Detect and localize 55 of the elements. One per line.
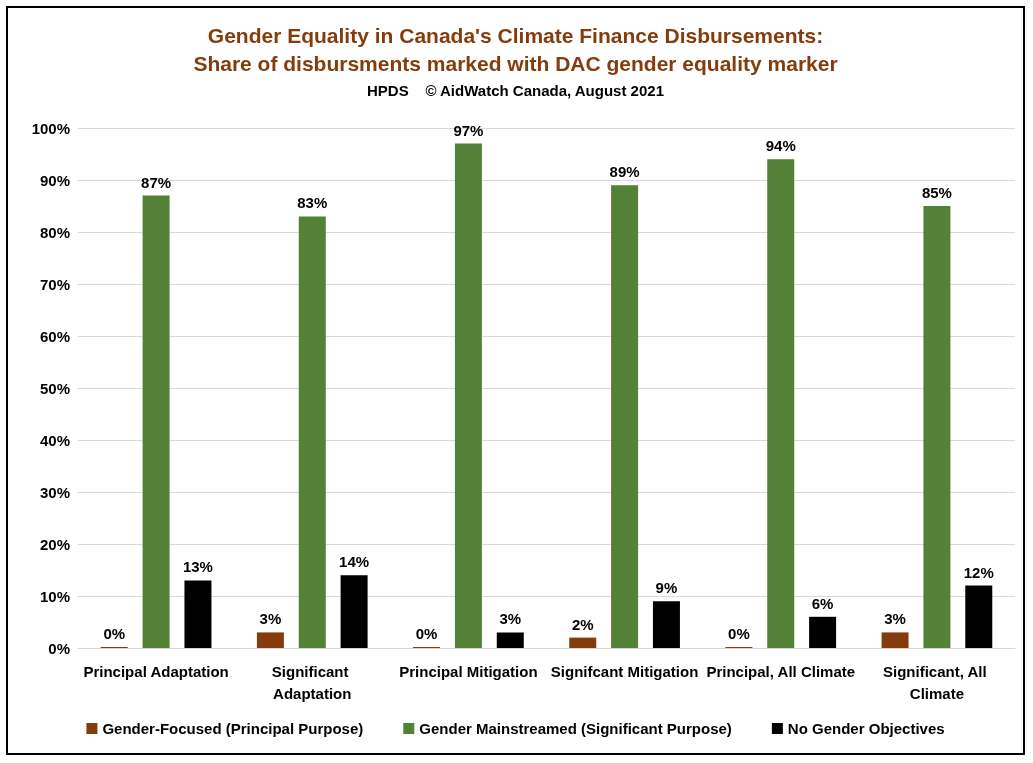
data-label: 13% bbox=[182, 558, 213, 576]
y-tick-label: 100% bbox=[31, 119, 70, 137]
x-tick-label: Principal Mitigation bbox=[399, 662, 538, 680]
data-label: 3% bbox=[499, 610, 522, 628]
legend-label: No Gender Objectives bbox=[787, 720, 945, 737]
data-label: 0% bbox=[103, 625, 126, 642]
data-label: 89% bbox=[609, 163, 640, 181]
bar bbox=[298, 216, 326, 648]
y-tick-label: 70% bbox=[39, 275, 70, 293]
bar bbox=[809, 616, 837, 648]
chart-subtitle: HPDS © AidWatch Canada, August 2021 bbox=[367, 82, 664, 99]
data-label: 83% bbox=[297, 194, 328, 212]
bar bbox=[767, 159, 795, 648]
bar bbox=[454, 143, 482, 648]
bar bbox=[256, 632, 284, 648]
legend-label: Gender Mainstreamed (Significant Purpose) bbox=[419, 720, 732, 737]
bar bbox=[611, 185, 639, 648]
y-tick-label: 60% bbox=[39, 327, 70, 345]
bar bbox=[881, 632, 909, 648]
y-tick-label: 80% bbox=[39, 223, 70, 241]
bar bbox=[923, 206, 951, 648]
data-label: 12% bbox=[963, 563, 994, 581]
y-tick-label: 10% bbox=[39, 587, 70, 605]
data-label: 97% bbox=[453, 121, 484, 139]
data-label: 14% bbox=[339, 553, 370, 571]
x-tick-label: Signifcant Mitigation bbox=[550, 662, 699, 680]
data-label: 85% bbox=[921, 184, 952, 201]
data-label: 6% bbox=[811, 594, 834, 612]
x-tick-label: Significant Adaptation bbox=[271, 662, 353, 702]
bar bbox=[965, 585, 993, 648]
data-label: 3% bbox=[259, 610, 282, 628]
y-tick-label: 30% bbox=[39, 483, 70, 501]
data-label: 0% bbox=[415, 625, 438, 642]
bar bbox=[569, 637, 597, 648]
data-label: 94% bbox=[765, 137, 796, 155]
bar bbox=[184, 580, 212, 648]
legend-label: Gender-Focused (Principal Purpose) bbox=[102, 720, 364, 737]
y-tick-label: 90% bbox=[39, 171, 70, 189]
x-tick-label: Principal, All Climate bbox=[706, 662, 856, 680]
data-label: 2% bbox=[571, 615, 594, 633]
y-tick-label: 0% bbox=[48, 639, 70, 657]
data-label: 0% bbox=[728, 625, 750, 642]
bar bbox=[340, 575, 368, 648]
x-tick-label: Principal Adaptation bbox=[83, 662, 229, 680]
data-label: 9% bbox=[655, 579, 678, 597]
y-tick-label: 50% bbox=[39, 379, 70, 397]
y-tick-label: 40% bbox=[39, 431, 70, 449]
bar bbox=[496, 632, 524, 648]
bar bbox=[142, 195, 170, 648]
bar bbox=[652, 601, 680, 648]
chart-title: Gender Equality in Canada's Climate Finance Disbursements: Share of disbursments marked with DAC gender equality marker bbox=[193, 23, 838, 75]
data-label: 3% bbox=[884, 610, 906, 628]
y-tick-label: 20% bbox=[39, 535, 70, 553]
x-tick-label: Significant, All Climate bbox=[883, 662, 991, 702]
data-label: 87% bbox=[141, 173, 172, 191]
